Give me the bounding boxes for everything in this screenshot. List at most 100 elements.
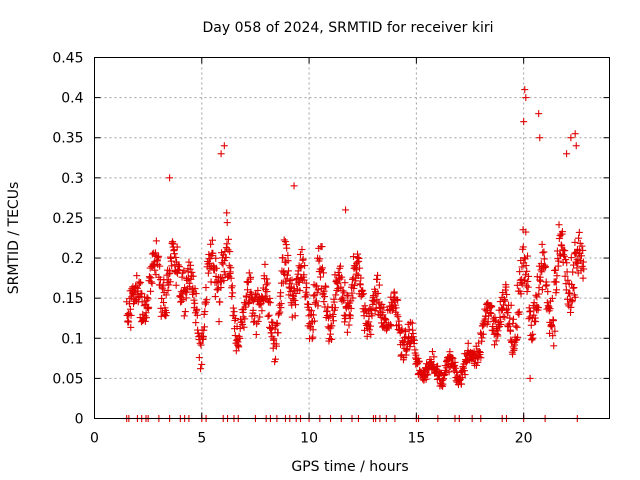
data-point [555,235,563,243]
data-point [505,320,513,328]
data-point [513,323,521,331]
data-point [160,299,168,307]
data-point [224,273,232,281]
data-point [441,370,449,378]
data-point [258,307,266,315]
data-point [506,314,514,322]
data-point [261,260,269,268]
data-point [133,272,141,280]
data-point [502,283,510,291]
data-point [223,219,231,227]
y-tick-label: 0.1 [61,331,83,347]
data-point [192,319,200,327]
data-point [518,263,526,271]
data-point [281,238,289,246]
data-point [152,249,160,257]
data-point [291,312,299,320]
data-point [181,308,189,316]
data-point [381,314,389,322]
data-point [274,329,282,337]
data-point [393,296,401,304]
data-point [188,268,196,276]
y-tick-label: 0 [75,412,84,428]
data-point [204,269,212,277]
data-point [367,330,375,338]
data-point [170,250,178,258]
data-point [524,252,532,260]
data-point [220,268,228,276]
data-point [291,296,299,304]
data-point [162,312,170,320]
data-point [200,326,208,334]
data-point [332,291,340,299]
data-point [537,277,545,285]
data-point [348,289,356,297]
data-point [172,281,180,289]
data-point [430,353,438,361]
data-point [144,295,152,303]
x-tick-label: 20 [515,431,533,447]
data-point [415,357,423,365]
data-point [193,305,201,313]
data-point [406,343,414,351]
data-point [569,284,577,292]
data-point [191,299,199,307]
data-point [202,284,210,292]
data-point [318,264,326,272]
outlier-point [220,142,228,150]
data-point [507,301,515,309]
data-point [166,278,174,286]
data-point [569,268,577,276]
data-point [303,291,311,299]
data-point [551,327,559,335]
data-point [267,329,275,337]
data-point [549,332,557,340]
data-point [352,266,360,274]
data-point [284,257,292,265]
data-point [211,293,219,301]
data-point [504,309,512,317]
data-point [307,307,315,315]
data-point [329,310,337,318]
data-point [172,253,180,261]
data-point [195,354,203,362]
data-point [279,254,287,262]
data-point [212,254,220,262]
y-tick-label: 0.25 [52,211,83,227]
data-point [292,289,300,297]
data-point [137,279,145,287]
data-point [563,259,571,267]
data-point [296,287,304,295]
data-point [571,238,579,246]
data-point [320,298,328,306]
outlier-point [571,130,579,138]
data-point [472,352,480,360]
data-point [458,380,466,388]
data-point [235,343,243,351]
data-point [392,304,400,312]
data-point [135,294,143,302]
data-point [265,311,273,319]
data-point [487,302,495,310]
data-point [509,350,517,358]
data-point [368,312,376,320]
data-point [538,268,546,276]
data-point [198,360,206,368]
y-axis-label: SRMTID / TECUs [6,182,22,295]
data-point [540,248,548,256]
data-point [513,281,521,289]
data-point [330,298,338,306]
data-point [313,289,321,297]
data-point [148,279,156,287]
data-point [143,293,151,301]
data-point [521,271,529,279]
data-point [356,264,364,272]
data-point [283,244,291,252]
data-point [138,298,146,306]
data-point [522,282,530,290]
data-point [292,301,300,309]
data-point [501,313,509,321]
data-point [573,264,581,272]
data-point [249,306,257,314]
data-point [185,258,193,266]
